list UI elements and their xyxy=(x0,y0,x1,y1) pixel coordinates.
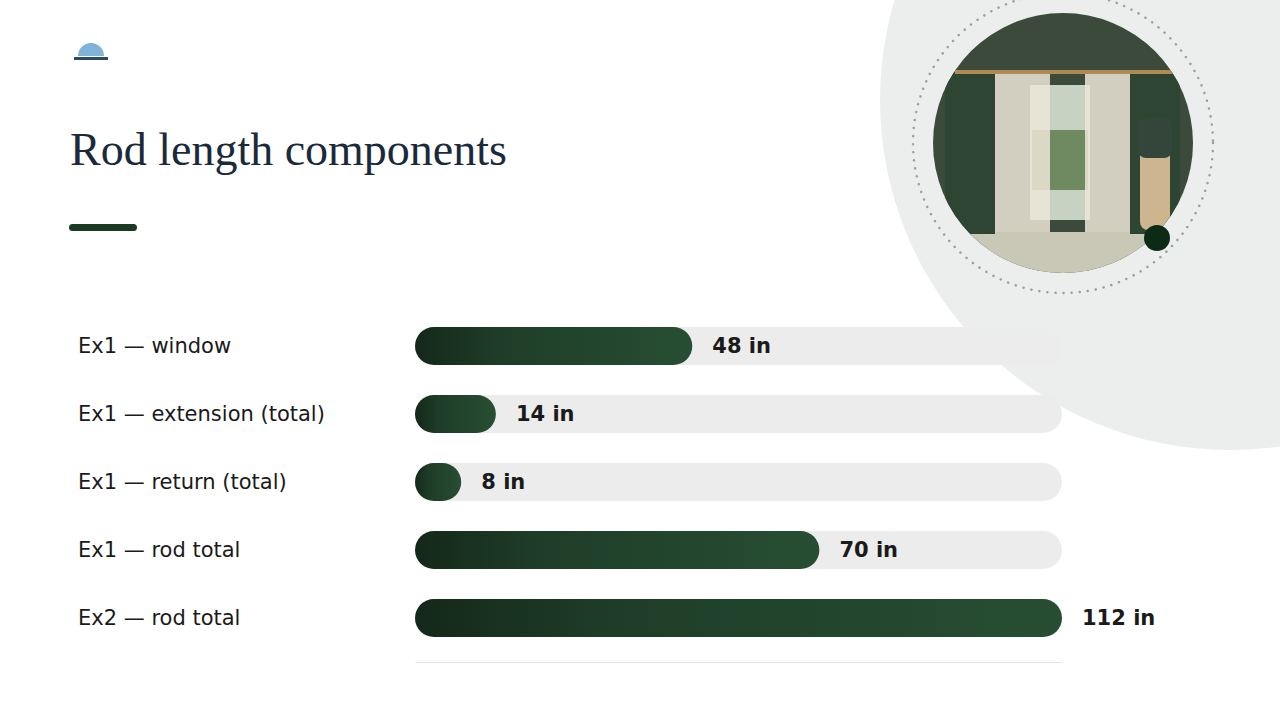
data-label: 112 in xyxy=(1082,606,1155,630)
category-label: Ex1 — window xyxy=(78,334,231,358)
photo-drape-left xyxy=(945,72,995,234)
track xyxy=(415,463,1062,501)
logo-mark xyxy=(78,43,104,56)
category-label: Ex1 — rod total xyxy=(78,538,240,562)
photo-sheer-left xyxy=(995,72,1050,232)
x-axis xyxy=(416,662,1063,663)
data-label: 70 in xyxy=(839,538,898,562)
photo-drape-right xyxy=(1130,72,1180,234)
tracks xyxy=(415,327,1062,637)
chart: Rod length components Ex1 — window Ex1 — e… xyxy=(0,0,1280,720)
bar xyxy=(415,395,496,433)
category-labels: Ex1 — window Ex1 — extension (total) Ex1 —… xyxy=(78,334,325,630)
accent-dot xyxy=(1144,225,1170,251)
title: Rod length components xyxy=(70,124,507,175)
title-underline xyxy=(69,224,137,231)
data-label: 48 in xyxy=(712,334,771,358)
bars xyxy=(415,327,1062,637)
bar xyxy=(415,599,1062,637)
track xyxy=(415,395,1062,433)
category-label: Ex2 — rod total xyxy=(78,606,240,630)
category-label: Ex1 — extension (total) xyxy=(78,402,325,426)
data-labels: 48 in 14 in 8 in 70 in 112 in xyxy=(481,334,1155,630)
photo-person-top xyxy=(1138,118,1172,158)
category-label: Ex1 — return (total) xyxy=(78,470,287,494)
track xyxy=(415,327,1062,365)
photo xyxy=(930,10,1200,282)
x-axis-line xyxy=(416,662,1063,663)
track xyxy=(415,599,1062,637)
data-label: 14 in xyxy=(516,402,575,426)
photo-rod xyxy=(955,70,1185,74)
logo-base xyxy=(74,57,108,60)
photo-sheer-right xyxy=(1085,72,1130,232)
dotted-ring xyxy=(913,0,1213,293)
bar xyxy=(415,327,692,365)
logo xyxy=(74,43,108,60)
bg-circle xyxy=(880,0,1280,450)
data-label: 8 in xyxy=(481,470,525,494)
bar xyxy=(415,531,819,569)
bar xyxy=(415,463,461,501)
track xyxy=(415,531,1062,569)
